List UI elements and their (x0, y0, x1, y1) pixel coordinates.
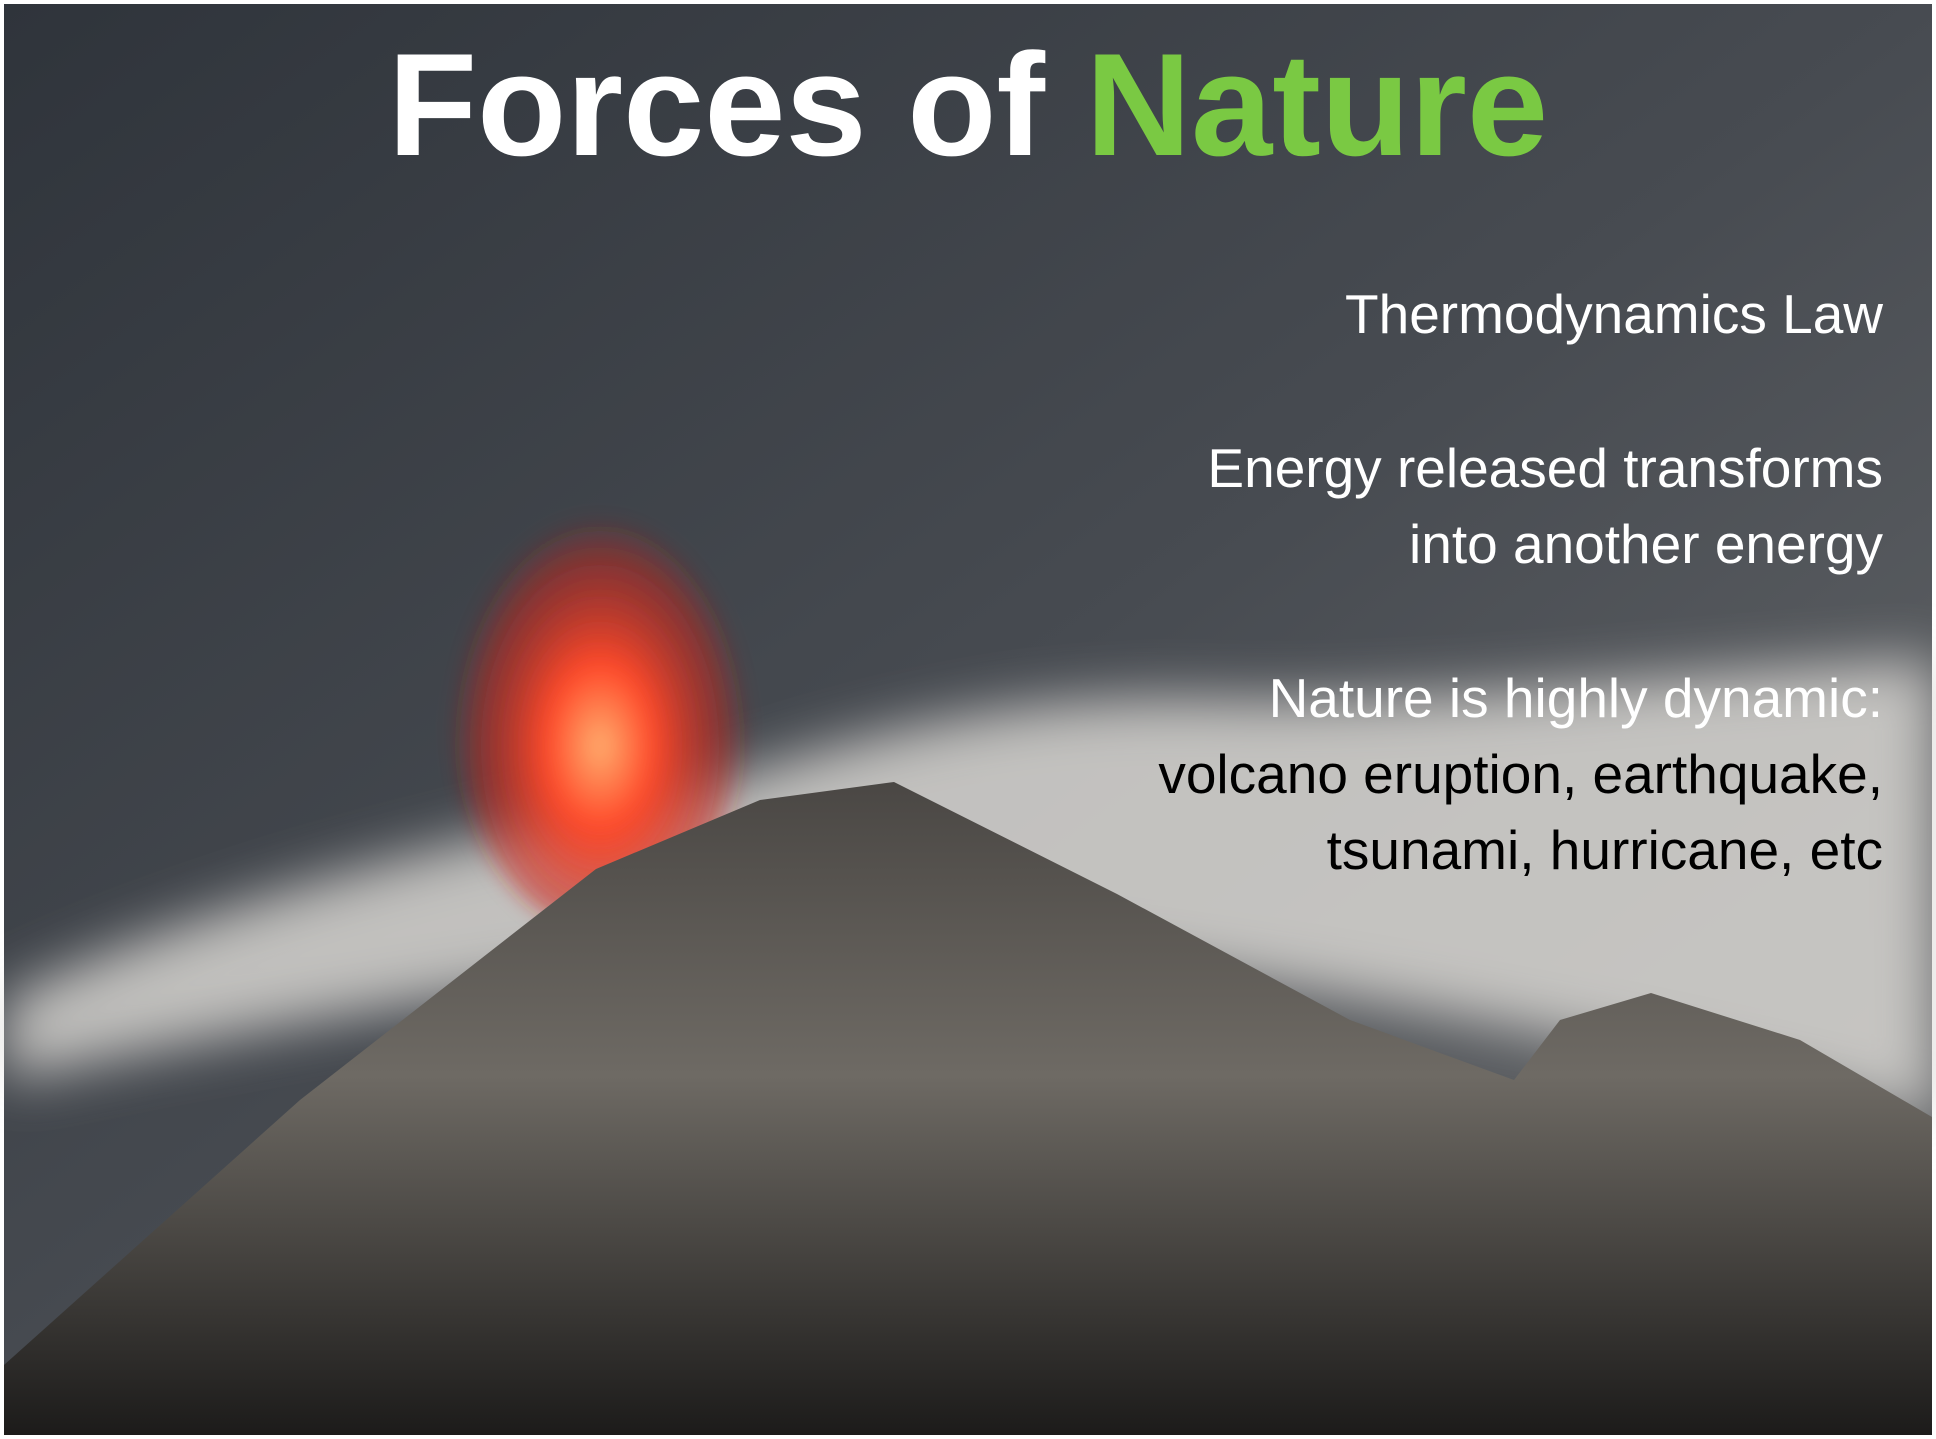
body-line: Nature is highly dynamic: (1269, 667, 1883, 729)
body-line: Energy released transforms (1207, 437, 1883, 499)
body-line: tsunami, hurricane, etc (1327, 819, 1883, 881)
slide-title: Forces of Nature (388, 23, 1548, 186)
slide: Forces of Nature Thermodynamics Law Energ… (0, 0, 1936, 1439)
body-line: volcano eruption, earthquake, (1158, 743, 1883, 805)
title-lead: Forces of (388, 23, 1046, 186)
body-line: into another energy (1409, 513, 1883, 575)
title-accent: Nature (1086, 23, 1548, 186)
body-line: Thermodynamics Law (1345, 283, 1883, 345)
